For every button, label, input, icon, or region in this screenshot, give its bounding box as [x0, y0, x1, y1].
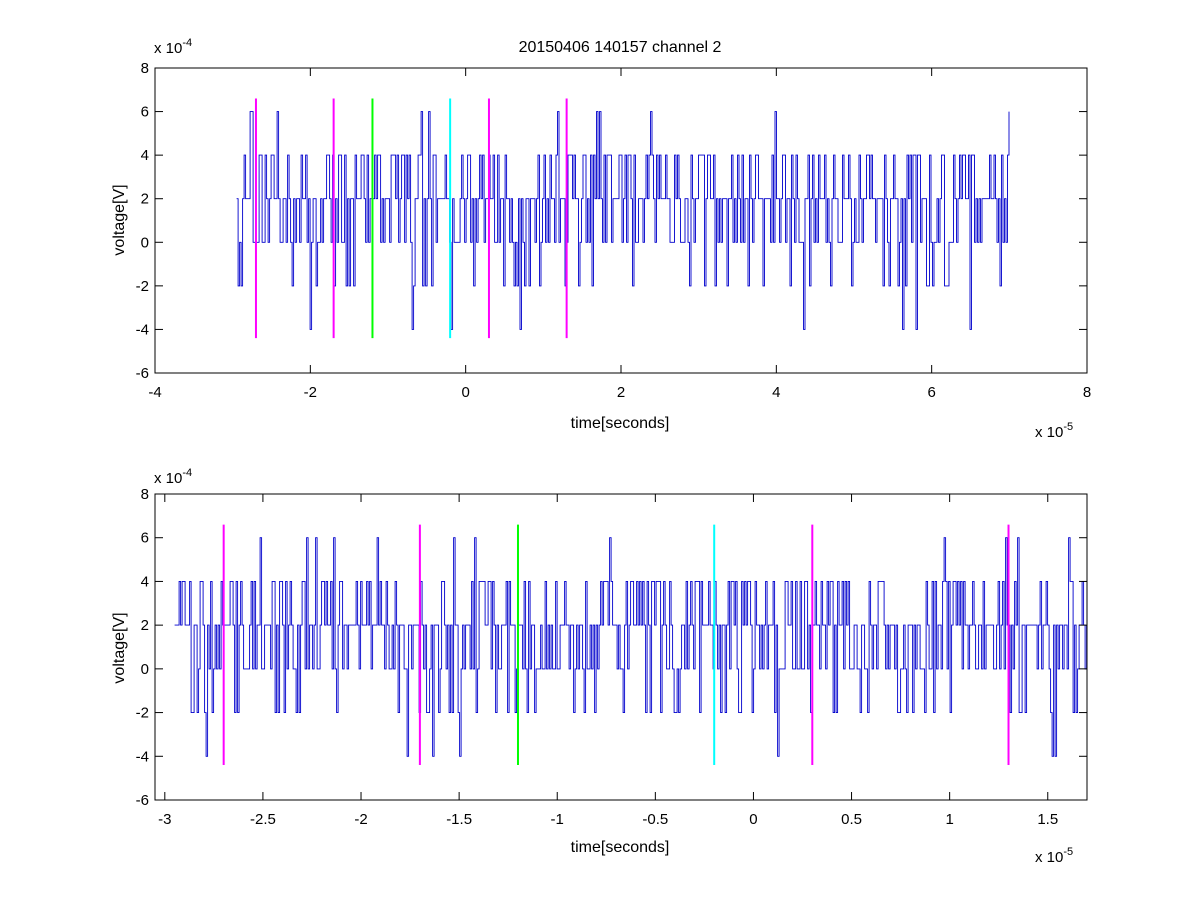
- y-tick-label: -4: [136, 748, 149, 765]
- signal-trace: [174, 537, 1088, 757]
- top-x-axis-label: time[seconds]: [571, 415, 670, 432]
- plot-bottom: x 10-4 -3 -2.5 -2 -1.5 -1 -0.5 0 0.5 1 1.5 -6 -4 -2…: [111, 467, 1088, 866]
- x-tick-label: 6: [927, 384, 935, 401]
- top-y-axis-label: voltage[V]: [111, 184, 128, 255]
- y-tick-label: -2: [136, 278, 149, 295]
- top-y-multiplier: x 10-4: [154, 37, 192, 57]
- x-tick-label: 0: [749, 811, 757, 828]
- x-tick-label: 4: [772, 384, 780, 401]
- y-tick-label: 0: [141, 661, 149, 678]
- bottom-marker-lines: [222, 524, 1010, 766]
- y-tick-label: 2: [141, 191, 149, 208]
- y-tick-label: 0: [141, 234, 149, 251]
- y-tick-label: -6: [136, 365, 149, 382]
- bottom-x-multiplier: x 10-5: [1035, 846, 1073, 866]
- y-tick-label: 4: [141, 147, 149, 164]
- y-tick-label: 4: [141, 573, 149, 590]
- bottom-y-ticks: -6 -4 -2 0 2 4 6 8: [136, 486, 1087, 809]
- x-tick-label: 0.5: [841, 811, 862, 828]
- y-tick-label: 2: [141, 617, 149, 634]
- top-signal-line: [236, 111, 1010, 330]
- x-tick-label: 0: [461, 384, 469, 401]
- y-tick-label: 6: [141, 104, 149, 121]
- plot-top: x 10-4 -4 -2 0 2 4 6 8 -6 -4 -2 0 2 4 6 8 time[second…: [111, 37, 1091, 441]
- x-tick-label: -1: [551, 811, 564, 828]
- x-tick-label: -2: [354, 811, 367, 828]
- x-tick-label: -2.5: [250, 811, 276, 828]
- x-tick-label: -3: [158, 811, 171, 828]
- x-tick-label: -0.5: [642, 811, 668, 828]
- y-tick-label: -2: [136, 705, 149, 722]
- bottom-x-ticks: -3 -2.5 -2 -1.5 -1 -0.5 0 0.5 1 1.5: [158, 494, 1058, 828]
- figure-title: 20150406 140157 channel 2: [519, 39, 722, 56]
- bottom-x-axis-label: time[seconds]: [571, 839, 670, 856]
- bottom-y-axis-label: voltage[V]: [111, 612, 128, 683]
- bottom-y-multiplier: x 10-4: [154, 467, 192, 487]
- top-x-multiplier: x 10-5: [1035, 421, 1073, 441]
- x-tick-label: -2: [304, 384, 317, 401]
- x-tick-label: 8: [1083, 384, 1091, 401]
- x-tick-label: 1: [945, 811, 953, 828]
- x-tick-label: 1.5: [1037, 811, 1058, 828]
- x-tick-label: 2: [617, 384, 625, 401]
- y-tick-label: 8: [141, 486, 149, 503]
- y-tick-label: -4: [136, 321, 149, 338]
- x-tick-label: -4: [148, 384, 161, 401]
- bottom-signal-line: [174, 537, 1088, 757]
- x-tick-label: -1.5: [446, 811, 472, 828]
- signal-trace: [236, 111, 1010, 330]
- top-y-ticks: -6 -4 -2 0 2 4 6 8: [136, 60, 1087, 382]
- top-marker-lines: [254, 98, 568, 339]
- top-x-ticks: -4 -2 0 2 4 6 8: [148, 68, 1091, 401]
- y-tick-label: 6: [141, 530, 149, 547]
- bottom-axes-box: [154, 493, 1088, 801]
- y-tick-label: -6: [136, 792, 149, 809]
- y-tick-label: 8: [141, 60, 149, 77]
